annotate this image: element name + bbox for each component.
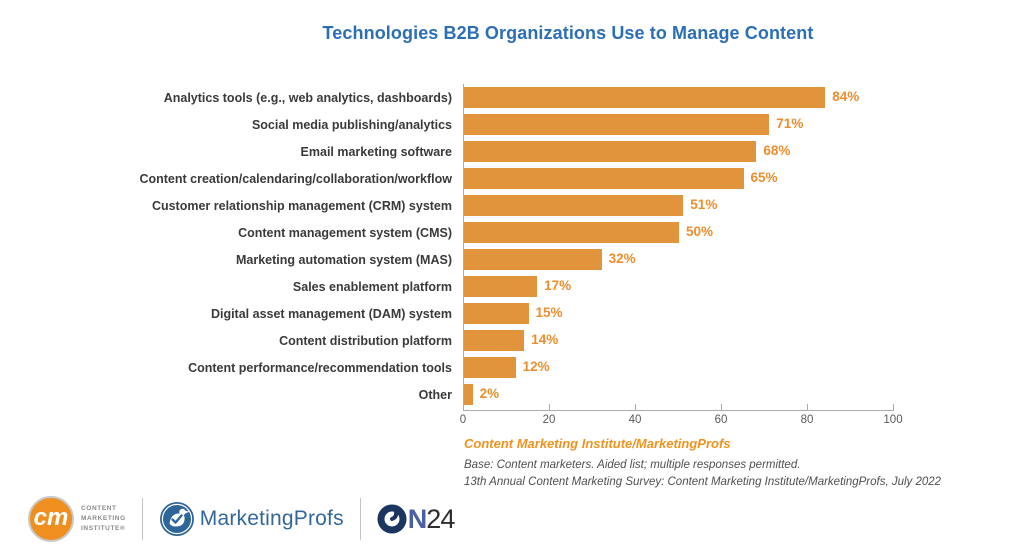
category-label: Email marketing software	[300, 144, 452, 159]
chart-row: Content performance/recommendation tools…	[0, 354, 894, 381]
bar	[464, 357, 516, 378]
category-label: Other	[418, 387, 452, 402]
tick-mark	[549, 404, 550, 411]
value-label: 15%	[535, 305, 563, 320]
value-label: 14%	[531, 332, 559, 347]
cmi-text-line: CONTENT	[81, 504, 117, 512]
cmi-logo: cm CONTENT MARKETING INSTITUTE®	[28, 496, 126, 542]
x-axis-line	[463, 410, 894, 411]
tick-label: 40	[628, 414, 642, 426]
category-label: Sales enablement platform	[292, 279, 452, 294]
category-label: Analytics tools (e.g., web analytics, da…	[163, 90, 452, 105]
on24-logo: N 24	[377, 504, 455, 535]
bar-cell: 68%	[464, 138, 894, 165]
chart-row: Other 2%	[0, 381, 894, 408]
chart-row: Digital asset management (DAM) system 15%	[0, 300, 894, 327]
bar-cell: 51%	[464, 192, 894, 219]
value-label: 65%	[750, 170, 778, 185]
tick-mark	[635, 404, 636, 411]
category-label: Marketing automation system (MAS)	[235, 252, 452, 267]
bar	[464, 276, 538, 297]
value-label: 2%	[479, 386, 500, 401]
tick-mark	[893, 404, 894, 411]
on24-n-letter: N	[407, 503, 427, 534]
bar-chart: Analytics tools (e.g., web analytics, da…	[0, 84, 894, 408]
value-label: 17%	[544, 278, 572, 293]
on24-number: 24	[426, 503, 455, 534]
marketingprofs-logo: MarketingProfs	[159, 501, 344, 537]
category-label: Customer relationship management (CRM) s…	[151, 198, 452, 213]
on24-o-icon	[377, 504, 407, 534]
y-axis-line	[463, 84, 464, 411]
value-label: 71%	[776, 116, 804, 131]
category-label: Content creation/calendaring/collaborati…	[139, 171, 452, 186]
bar	[464, 330, 525, 351]
page-title: Technologies B2B Organizations Use to Ma…	[322, 23, 814, 43]
chart-row: Sales enablement platform 17%	[0, 273, 894, 300]
marketingprofs-wordmark: MarketingProfs	[199, 507, 344, 530]
cmi-monogram-icon: cm	[28, 496, 74, 542]
category-label: Content management system (CMS)	[238, 225, 452, 240]
marketingprofs-bird-icon	[159, 502, 194, 536]
category-label: Content distribution platform	[279, 333, 452, 348]
chart-row: Content management system (CMS) 50%	[0, 219, 894, 246]
source-base-note: Base: Content marketers. Aided list; mul…	[464, 459, 801, 471]
footer-divider	[141, 498, 143, 540]
source-survey-note: 13th Annual Content Marketing Survey: Co…	[464, 476, 942, 489]
chart-row: Content distribution platform 14%	[0, 327, 894, 354]
tick-mark	[721, 404, 722, 411]
tick-mark	[807, 404, 808, 411]
bar	[464, 141, 757, 162]
source-attribution: Content Marketing Institute/MarketingPro…	[464, 436, 731, 451]
value-label: 68%	[763, 143, 791, 158]
footer-logos: cm CONTENT MARKETING INSTITUTE® Marketin…	[28, 496, 455, 542]
bar	[464, 195, 684, 216]
category-label: Social media publishing/analytics	[251, 117, 452, 132]
category-label: Content performance/recommendation tools	[188, 360, 452, 375]
bar-cell: 65%	[464, 165, 894, 192]
bar	[464, 303, 529, 324]
tick-label: 0	[459, 414, 467, 426]
cmi-logo-text: CONTENT MARKETING INSTITUTE®	[81, 504, 126, 534]
chart-row: Marketing automation system (MAS) 32%	[0, 246, 894, 273]
chart-row: Analytics tools (e.g., web analytics, da…	[0, 84, 894, 111]
bar-cell: 84%	[464, 84, 894, 111]
tick-label: 60	[714, 414, 728, 426]
bar-cell: 2%	[464, 381, 894, 408]
bar	[464, 87, 826, 108]
tick-mark	[463, 404, 464, 411]
footer-divider	[359, 498, 361, 540]
cmi-text-line: MARKETING	[81, 514, 126, 522]
bar	[464, 222, 679, 243]
tick-label: 80	[800, 414, 814, 426]
bar-cell: 12%	[464, 354, 894, 381]
bar-cell: 50%	[464, 219, 894, 246]
tick-label: 100	[883, 414, 903, 426]
value-label: 51%	[690, 197, 718, 212]
bar	[464, 249, 602, 270]
bar-cell: 71%	[464, 111, 894, 138]
category-label: Digital asset management (DAM) system	[210, 306, 452, 321]
bar	[464, 384, 473, 405]
chart-row: Content creation/calendaring/collaborati…	[0, 165, 894, 192]
value-label: 12%	[522, 359, 550, 374]
value-label: 32%	[608, 251, 636, 266]
chart-row: Email marketing software 68%	[0, 138, 894, 165]
bar-cell: 32%	[464, 246, 894, 273]
bar	[464, 114, 770, 135]
chart-row: Customer relationship management (CRM) s…	[0, 192, 894, 219]
value-label: 84%	[832, 89, 860, 104]
bar-cell: 15%	[464, 300, 894, 327]
bar	[464, 168, 744, 189]
value-label: 50%	[686, 224, 714, 239]
cmi-text-line: INSTITUTE®	[81, 525, 126, 533]
source-block: Content Marketing Institute/MarketingPro…	[464, 436, 941, 492]
bar-cell: 14%	[464, 327, 894, 354]
chart-row: Social media publishing/analytics 71%	[0, 111, 894, 138]
bar-cell: 17%	[464, 273, 894, 300]
tick-label: 20	[542, 414, 556, 426]
